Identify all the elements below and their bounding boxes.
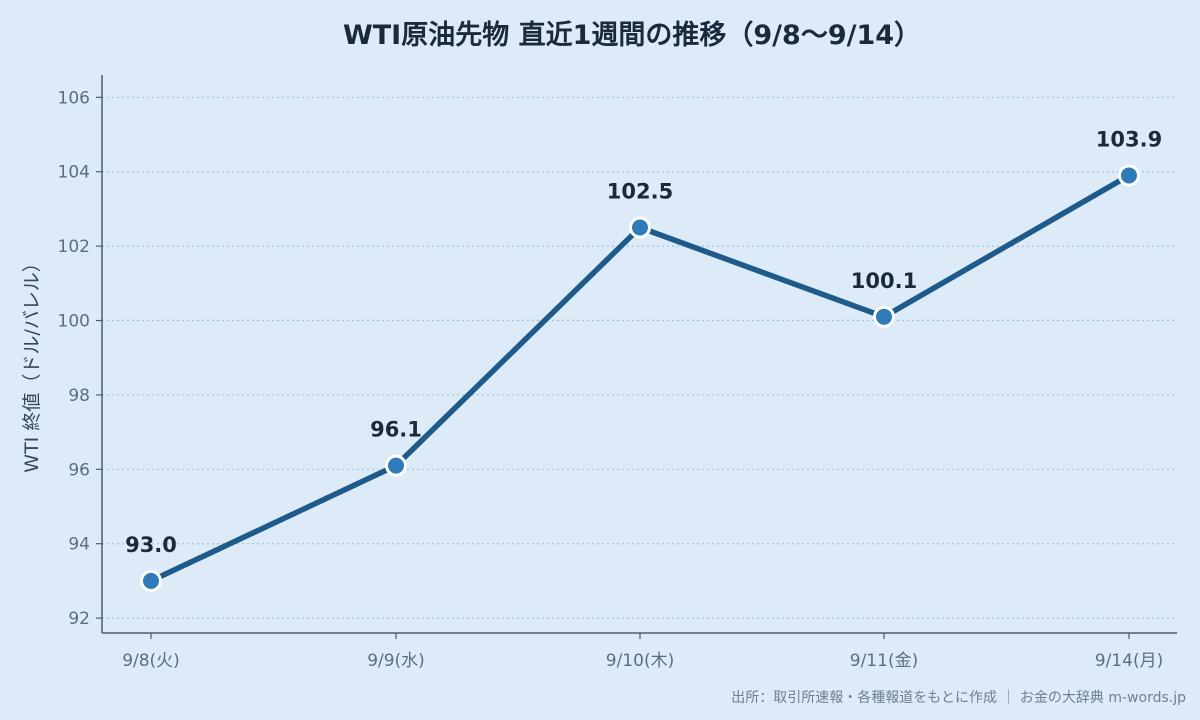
x-tick-label: 9/9(水): [367, 651, 425, 671]
x-ticks: 9/8(火) 9/9(水) 9/10(木) 9/11(金) 9/14(月): [122, 633, 1163, 671]
y-tick-label: 96: [68, 460, 90, 480]
y-tick-label: 104: [58, 163, 90, 183]
axes: [101, 75, 1177, 634]
data-label: 96.1: [370, 418, 422, 442]
y-axis-label: WTI 終値（ドル/バレル）: [21, 253, 43, 472]
y-tick-label: 98: [68, 386, 90, 406]
data-label: 103.9: [1096, 127, 1162, 151]
data-point: [1118, 164, 1140, 187]
points: [140, 164, 1140, 592]
data-labels: 93.0 96.1 102.5 100.1 103.9: [125, 127, 1162, 556]
y-tick-label: 100: [58, 312, 90, 332]
y-tick-label: 102: [58, 237, 90, 257]
data-point: [385, 454, 407, 477]
y-tick-label: 94: [68, 535, 90, 555]
chart-title: WTI原油先物 直近1週間の推移（9/8〜9/14）: [343, 20, 921, 51]
y-tick-label: 92: [68, 609, 90, 629]
data-label: 93.0: [125, 533, 177, 557]
data-point: [629, 216, 651, 239]
x-tick-label: 9/8(火): [122, 651, 180, 671]
y-tick-label: 106: [58, 88, 90, 108]
x-tick-label: 9/11(金): [850, 651, 918, 671]
data-point: [873, 305, 895, 328]
source-note: 出所：取引所速報・各種報道をもとに作成 ｜ お金の大辞典 m-words.jp: [731, 690, 1186, 706]
x-tick-label: 9/10(木): [606, 651, 674, 671]
data-label: 100.1: [851, 269, 917, 293]
x-tick-label: 9/14(月): [1095, 651, 1163, 671]
grid: [102, 96, 1177, 619]
data-label: 102.5: [607, 180, 673, 204]
y-ticks: 92 94 96 98 100 102 104 106: [58, 88, 102, 629]
data-point: [140, 569, 162, 592]
